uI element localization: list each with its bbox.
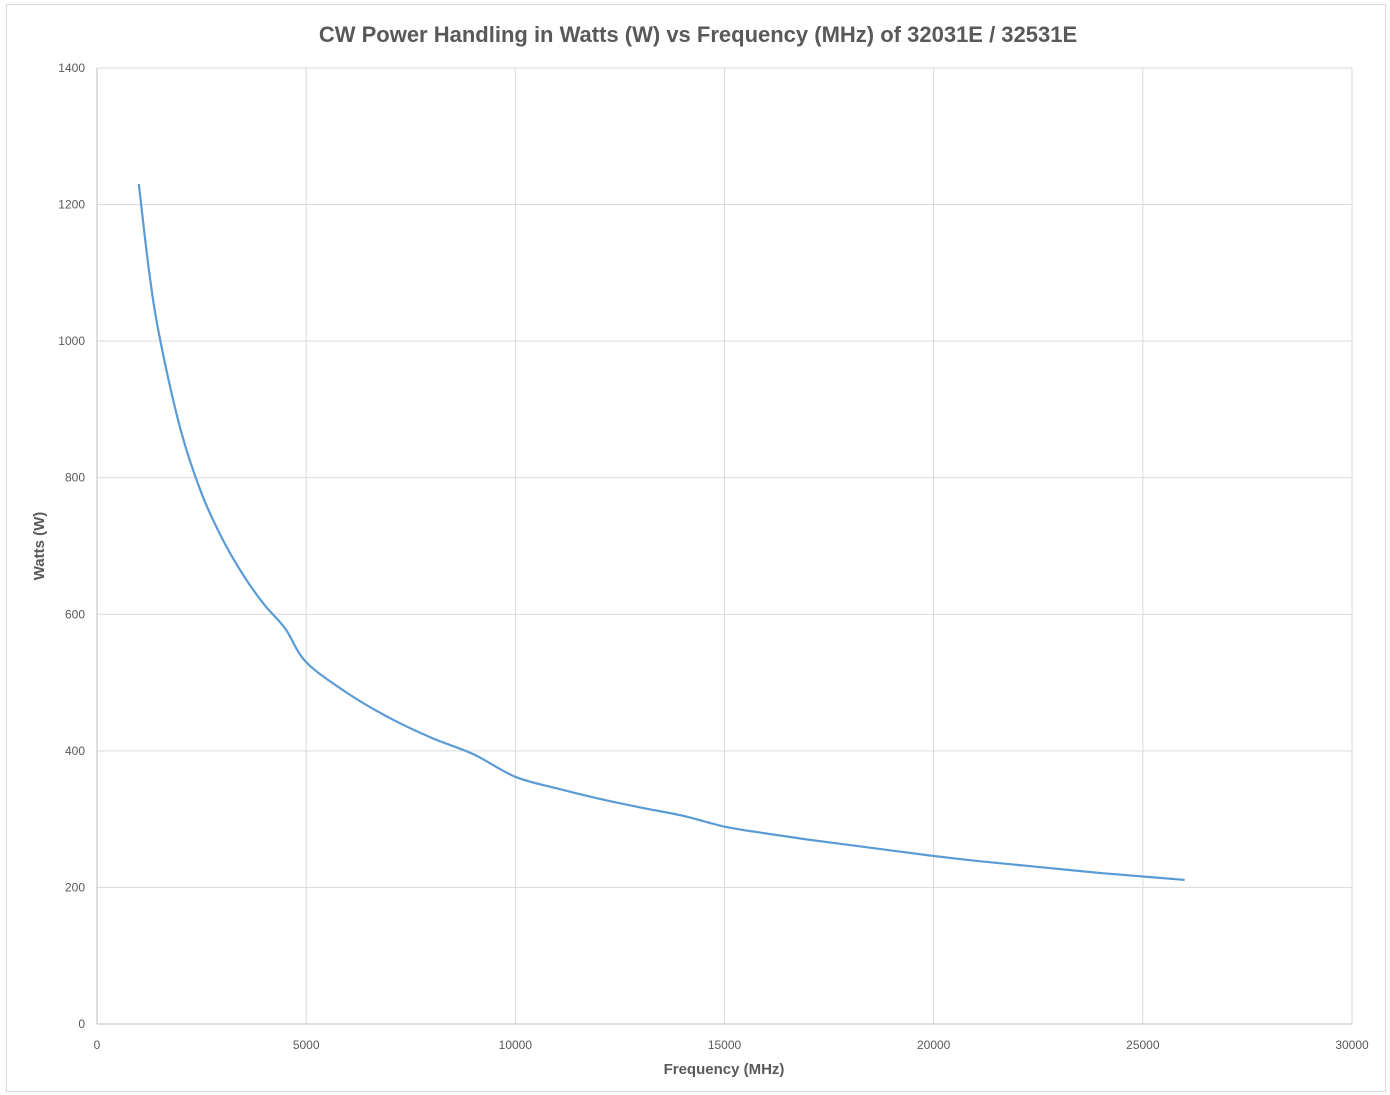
x-tick-label: 10000 [499,1038,533,1052]
y-tick-labels: 0 200 400 600 800 1000 1200 1400 [58,61,85,1031]
y-tick-label: 200 [65,880,85,894]
series-line-0 [137,183,1185,882]
y-tick-label: 1200 [58,198,85,212]
x-tick-label: 20000 [917,1038,951,1052]
x-tick-label: 25000 [1126,1038,1160,1052]
y-tick-label: 1000 [58,334,85,348]
chart-frame [6,4,1386,1092]
y-tick-label: 600 [65,607,85,621]
x-tick-label: 5000 [293,1038,320,1052]
axes [96,68,1352,1025]
x-axis-label: Frequency (MHz) [664,1061,785,1078]
y-tick-label: 400 [65,744,85,758]
y-tick-label: 1400 [58,61,85,75]
x-tick-label: 15000 [708,1038,742,1052]
chart-title: CW Power Handling in Watts (W) vs Freque… [319,22,1077,47]
x-tick-label: 0 [94,1038,101,1052]
y-tick-label: 800 [65,471,85,485]
x-tick-label: 30000 [1335,1038,1369,1052]
series-group [137,183,1185,882]
gridlines [97,67,1353,1024]
y-axis-label: Watts (W) [31,512,48,581]
x-tick-labels: 0 5000 10000 15000 20000 25000 30000 [94,1038,1369,1052]
y-tick-label: 0 [78,1017,85,1031]
